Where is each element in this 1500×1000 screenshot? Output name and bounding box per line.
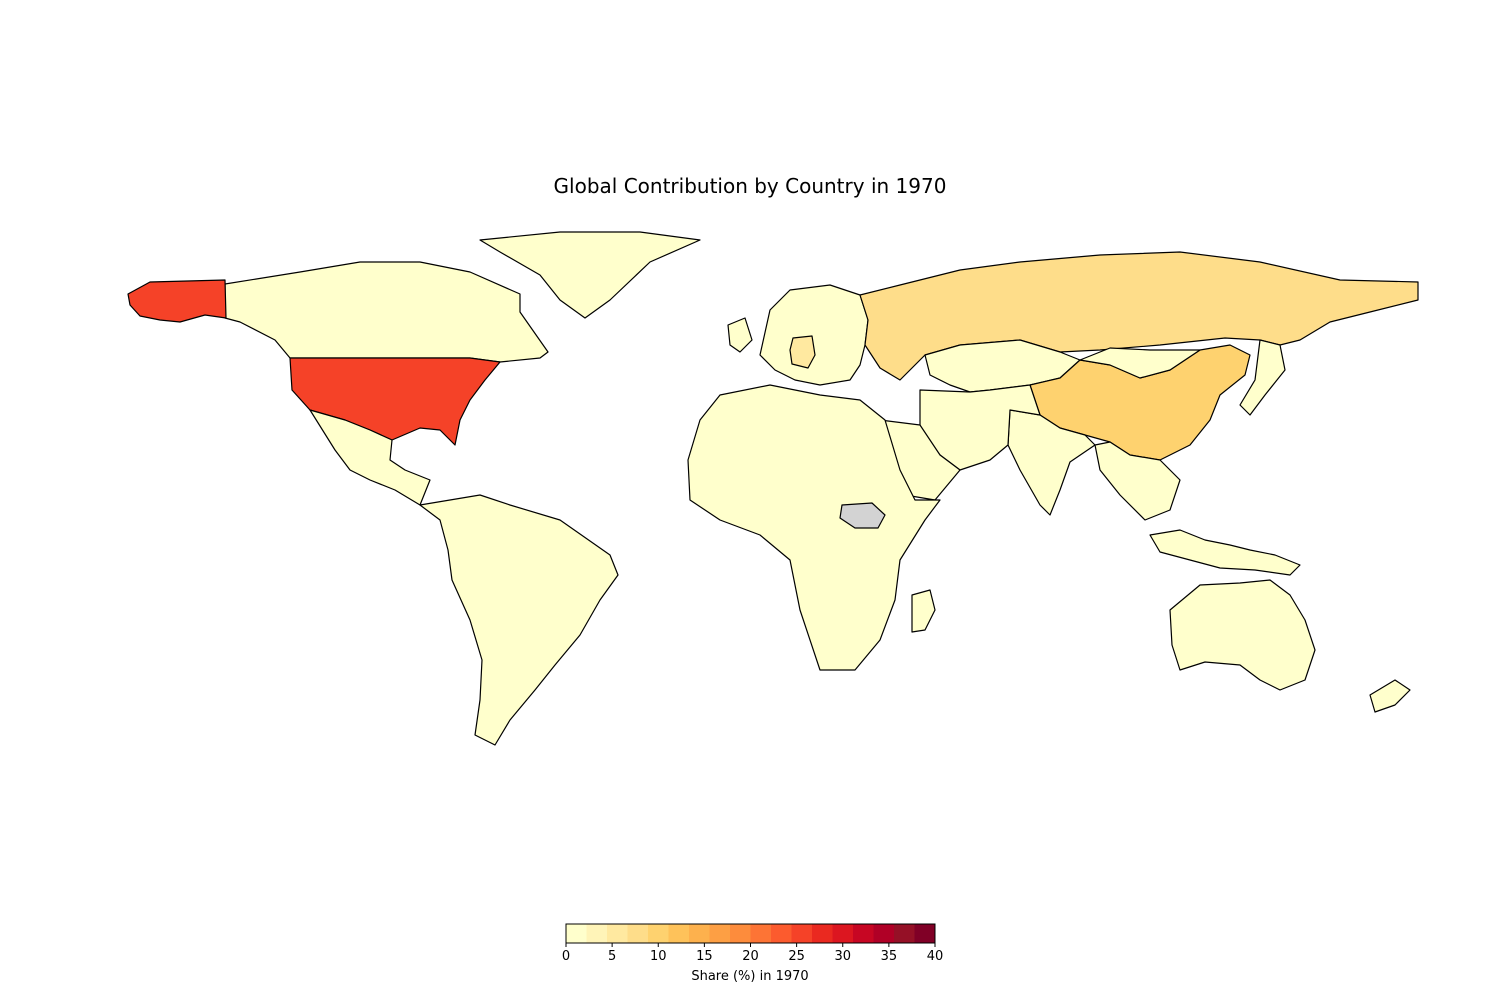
country-other-countries [759, 284, 869, 386]
country-other-countries [224, 261, 549, 363]
colorbar-segment [812, 924, 833, 943]
colorbar-segment [914, 924, 936, 943]
colorbar-tick-label: 0 [561, 949, 571, 964]
colorbar-segment [627, 924, 649, 943]
colorbar-tick-label: 25 [788, 949, 805, 964]
colorbar-tick-label: 30 [834, 949, 852, 964]
colorbar-segment [832, 924, 854, 943]
country-other-countries [1169, 579, 1316, 691]
colorbar [565, 923, 936, 947]
colorbar-tick-label: 40 [926, 949, 944, 964]
country-other-countries [911, 589, 936, 633]
colorbar-segment [689, 924, 710, 943]
colorbar-segment [566, 924, 587, 943]
country-other-countries [1094, 441, 1181, 521]
country-other-countries [479, 231, 701, 319]
country-other-countries [309, 409, 431, 506]
map-title: Global Contribution by Country in 1970 [553, 174, 947, 198]
country-other-countries [1149, 529, 1301, 576]
colorbar-segment [709, 924, 731, 943]
colorbar-tick-label: 10 [649, 949, 667, 964]
colorbar-segment [607, 924, 628, 943]
colorbar-segment [894, 924, 915, 943]
country-other-countries [727, 317, 753, 353]
colorbar-tick-label: 5 [607, 949, 617, 964]
country-other-countries [687, 384, 941, 671]
colorbar-tick-label: 15 [696, 949, 713, 964]
colorbar-label: Share (%) in 1970 [691, 969, 809, 984]
colorbar-tick-label: 35 [880, 949, 898, 964]
colorbar-segment [668, 924, 690, 943]
colorbar-segment [873, 924, 895, 943]
country-india [1007, 409, 1096, 516]
colorbar-segment [853, 924, 874, 943]
country-united-states [289, 357, 501, 446]
country-south-sudan [839, 502, 886, 529]
country-other-countries [1369, 679, 1411, 713]
colorbar-segment [771, 924, 792, 943]
colorbar-segment [648, 924, 669, 943]
colorbar-segment [730, 924, 751, 943]
colorbar-tick-label: 20 [742, 949, 759, 964]
colorbar-segment [586, 924, 608, 943]
country-united-states [127, 279, 227, 323]
colorbar-segment [750, 924, 772, 943]
country-other-countries [1239, 339, 1286, 416]
country-other-countries [419, 494, 619, 746]
country-germany [789, 335, 816, 369]
colorbar-segment [791, 924, 813, 943]
country-other-countries [1079, 347, 1201, 379]
